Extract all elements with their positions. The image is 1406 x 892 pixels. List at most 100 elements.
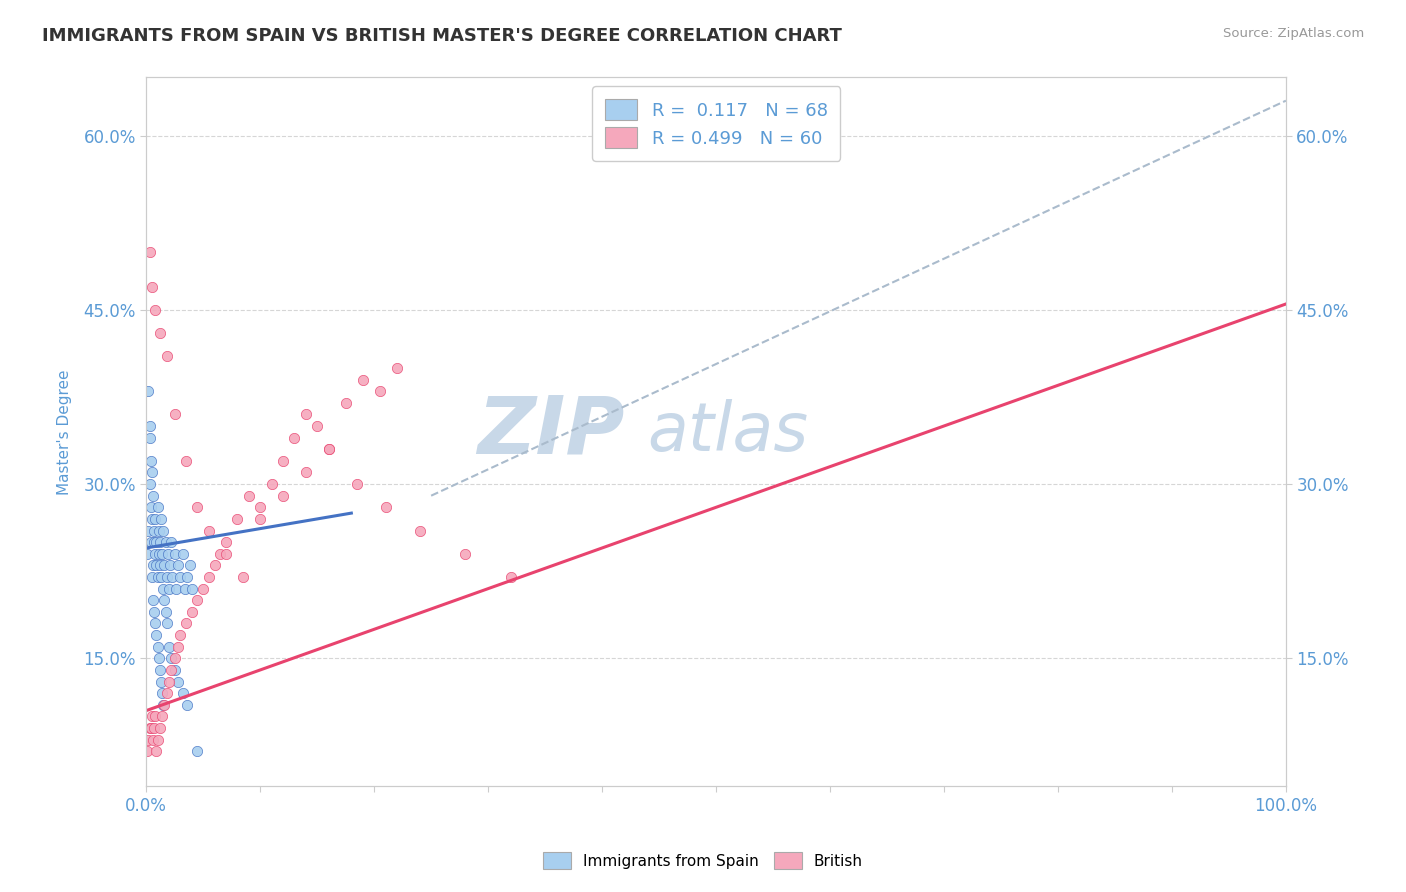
Point [136, 744, 159, 758]
Point [138, 419, 160, 434]
Point [152, 582, 174, 596]
Point [294, 408, 316, 422]
Point [146, 732, 169, 747]
Point [145, 535, 167, 549]
Point [156, 349, 179, 363]
Point [176, 570, 198, 584]
Point [249, 512, 271, 526]
Point [143, 616, 166, 631]
Point [198, 524, 221, 538]
Point [145, 628, 167, 642]
Point [143, 709, 166, 723]
Point [138, 477, 160, 491]
Point [157, 582, 180, 596]
Point [169, 628, 191, 642]
Point [163, 408, 186, 422]
Point [155, 535, 177, 549]
Point [156, 686, 179, 700]
Point [138, 524, 160, 538]
Point [174, 616, 197, 631]
Legend: Immigrants from Spain, British: Immigrants from Spain, British [537, 846, 869, 875]
Point [186, 500, 208, 515]
Point [335, 396, 357, 410]
Point [157, 640, 180, 654]
Point [145, 744, 167, 758]
Point [374, 500, 396, 515]
Point [176, 698, 198, 712]
Point [142, 593, 165, 607]
Point [149, 535, 172, 549]
Point [149, 558, 172, 573]
Point [215, 535, 238, 549]
Point [143, 721, 166, 735]
Point [150, 547, 173, 561]
Point [215, 547, 238, 561]
Point [143, 512, 166, 526]
Point [143, 605, 166, 619]
Point [174, 582, 197, 596]
Point [150, 570, 173, 584]
Point [139, 500, 162, 515]
Point [174, 454, 197, 468]
Point [157, 674, 180, 689]
Point [163, 651, 186, 665]
Point [385, 360, 408, 375]
Point [238, 489, 260, 503]
Point [146, 640, 169, 654]
Point [153, 558, 176, 573]
Point [172, 547, 194, 561]
Point [141, 512, 163, 526]
Point [193, 582, 215, 596]
Point [142, 732, 165, 747]
Point [226, 512, 249, 526]
Point [271, 454, 294, 468]
Point [146, 500, 169, 515]
Point [204, 558, 226, 573]
Y-axis label: Master's Degree: Master's Degree [58, 369, 72, 494]
Point [260, 477, 283, 491]
Text: atlas: atlas [648, 399, 808, 465]
Point [368, 384, 391, 398]
Point [167, 674, 190, 689]
Point [139, 535, 162, 549]
Point [145, 558, 167, 573]
Point [160, 651, 183, 665]
Point [169, 570, 191, 584]
Point [148, 547, 170, 561]
Point [143, 535, 166, 549]
Point [143, 524, 166, 538]
Point [143, 547, 166, 561]
Point [160, 663, 183, 677]
Point [179, 558, 201, 573]
Point [352, 372, 374, 386]
Point [249, 500, 271, 515]
Point [139, 454, 162, 468]
Point [180, 605, 202, 619]
Point [149, 326, 172, 340]
Point [167, 640, 190, 654]
Point [138, 244, 160, 259]
Point [142, 489, 165, 503]
Point [318, 442, 340, 457]
Point [148, 651, 170, 665]
Point [153, 698, 176, 712]
Point [307, 419, 329, 434]
Text: ZIP: ZIP [478, 392, 624, 471]
Point [142, 558, 165, 573]
Point [283, 431, 305, 445]
Point [138, 721, 160, 735]
Point [499, 570, 522, 584]
Point [165, 582, 187, 596]
Point [152, 524, 174, 538]
Point [141, 570, 163, 584]
Point [155, 605, 177, 619]
Point [163, 663, 186, 677]
Point [167, 558, 190, 573]
Point [162, 570, 184, 584]
Point [156, 547, 179, 561]
Point [318, 442, 340, 457]
Point [294, 466, 316, 480]
Point [163, 547, 186, 561]
Point [186, 744, 208, 758]
Text: IMMIGRANTS FROM SPAIN VS BRITISH MASTER'S DEGREE CORRELATION CHART: IMMIGRANTS FROM SPAIN VS BRITISH MASTER'… [42, 27, 842, 45]
